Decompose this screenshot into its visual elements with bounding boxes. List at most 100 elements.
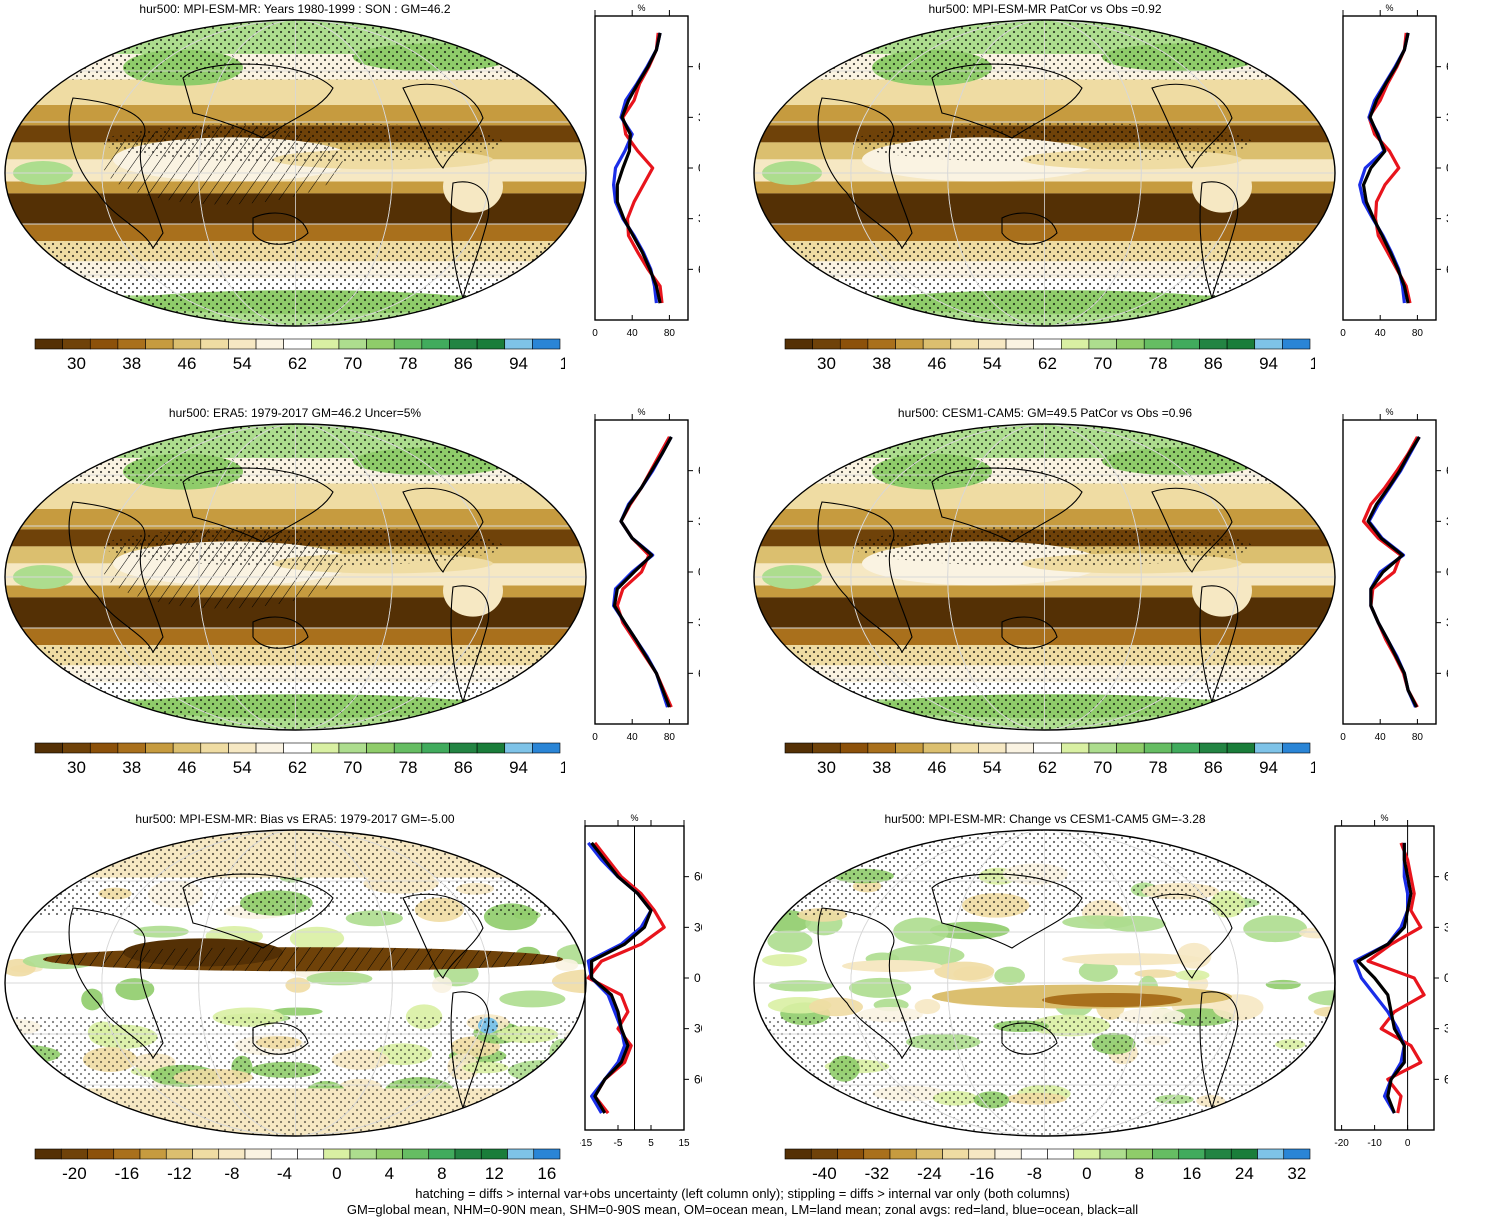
colorbar-swatch <box>34 338 63 350</box>
colorbar-swatch <box>867 338 896 350</box>
colorbar-swatch <box>1152 1148 1180 1160</box>
colorbar-tick-label: -16 <box>970 1164 995 1183</box>
colorbar-swatch <box>311 338 340 350</box>
colorbar-swatch <box>504 338 533 350</box>
colorbar-swatch <box>784 742 813 754</box>
map-title: hur500: MPI-ESM-MR: Bias vs ERA5: 1979-2… <box>135 812 455 826</box>
colorbar-swatch <box>1099 1148 1127 1160</box>
coastline <box>1151 83 1233 169</box>
coastline <box>1199 181 1239 300</box>
zonal-x-tick-label: 80 <box>1412 328 1424 339</box>
colorbar-swatch <box>839 742 869 754</box>
colorbar-swatch <box>889 1148 917 1160</box>
colorbar-tick-label: 8 <box>437 1164 446 1183</box>
colorbar-swatch <box>62 742 91 754</box>
zonal-lat-label: 0 <box>698 565 700 579</box>
colorbar-swatch <box>1061 742 1090 754</box>
colorbar-swatch <box>968 1148 996 1160</box>
coastline <box>1001 1022 1058 1055</box>
colorbar: 303846546270788694102110 <box>784 338 1315 373</box>
colorbar-swatch <box>867 742 896 754</box>
colorbar-swatch <box>62 338 91 350</box>
colorbar-tick-label: 46 <box>178 758 197 777</box>
zonal-lat-label: 30N <box>694 920 702 934</box>
coastline <box>450 181 490 300</box>
colorbar-swatch <box>1047 1148 1075 1160</box>
colorbar-tick-label: 78 <box>1149 758 1168 777</box>
colorbar-swatch <box>244 1148 272 1160</box>
zonal-x-tick-label: 0 <box>1405 1138 1411 1149</box>
colorbar-swatch <box>200 742 229 754</box>
coastline <box>402 83 484 169</box>
coastline <box>1199 585 1239 704</box>
colorbar: -40-32-24-16-80816243240 <box>784 1148 1311 1183</box>
colorbar-swatch <box>1116 338 1145 350</box>
colorbar-swatch <box>950 742 979 754</box>
zonal-unit-label: % <box>637 3 645 13</box>
zonal-x-tick-label: 80 <box>1412 732 1424 743</box>
zonal-mean-plot: % 60N 30N 0 30S 60S 0 40 80 <box>1340 3 1448 339</box>
colorbar-tick-label: 38 <box>122 758 141 777</box>
colorbar-tick-label: 94 <box>509 758 528 777</box>
colorbar-swatch <box>145 742 174 754</box>
colorbar-swatch <box>255 338 284 350</box>
zonal-lat-label: 0 <box>694 971 701 985</box>
colorbar-swatch <box>366 338 395 350</box>
zonal-lat-label: 60N <box>1444 870 1448 884</box>
zonal-series-line <box>615 32 662 304</box>
colorbar-swatch <box>1282 338 1311 350</box>
change-map <box>753 829 1336 1137</box>
colorbar-swatch <box>1199 742 1228 754</box>
colorbar-tick-label: 8 <box>1135 1164 1144 1183</box>
colorbar-swatch <box>338 742 367 754</box>
colorbar-swatch <box>34 742 63 754</box>
colorbar-swatch <box>89 742 119 754</box>
zonal-lat-label: 60N <box>694 870 702 884</box>
colorbar-swatch <box>784 1148 812 1160</box>
zonal-series-line <box>586 841 653 1114</box>
colorbar-swatch <box>1088 338 1117 350</box>
bias-map <box>4 829 587 1137</box>
humidity-map <box>4 19 587 327</box>
colorbar-swatch <box>942 1148 970 1160</box>
zonal-lat-label: 0 <box>698 161 700 175</box>
colorbar-swatch <box>978 742 1007 754</box>
colorbar-tick-label: 78 <box>399 758 418 777</box>
colorbar-tick-label: 62 <box>1038 758 1057 777</box>
colorbar-swatch <box>428 1148 456 1160</box>
colorbar-tick-label: -20 <box>62 1164 87 1183</box>
map-title: hur500: CESM1-CAM5: GM=49.5 PatCor vs Ob… <box>897 406 1193 420</box>
coastline <box>68 501 164 654</box>
coastline <box>1151 893 1233 979</box>
colorbar-swatch <box>1178 1148 1206 1160</box>
colorbar-swatch <box>89 338 119 350</box>
coastline <box>68 907 164 1060</box>
zonal-mean-plot: % 60N 30N 0 30S 60S 0 40 80 <box>592 407 700 743</box>
coastline <box>402 893 484 979</box>
colorbar-swatch <box>837 1148 865 1160</box>
footer-hatching-note: hatching = diffs > internal var+obs unce… <box>415 1186 1070 1201</box>
colorbar-swatch <box>228 338 257 350</box>
zonal-lat-label: 30S <box>698 616 700 630</box>
colorbar-swatch <box>863 1148 891 1160</box>
colorbar-tick-label: 0 <box>1082 1164 1091 1183</box>
coastline <box>817 501 913 654</box>
colorbar-swatch <box>1230 1148 1258 1160</box>
zonal-mean-plot: % 60N 30N 0 30S 60S 0 40 80 <box>592 3 700 339</box>
colorbar: 303846546270788694102110 <box>34 338 565 373</box>
colorbar-tick-label: 0 <box>332 1164 341 1183</box>
zonal-lat-label: 30N <box>1446 110 1448 124</box>
colorbar-swatch <box>218 1148 246 1160</box>
map-title: hur500: MPI-ESM-MR: Years 1980-1999 : SO… <box>139 2 451 16</box>
colorbar-swatch <box>139 1148 167 1160</box>
colorbar-swatch <box>117 742 146 754</box>
zonal-series-line <box>1358 32 1410 304</box>
colorbar-swatch <box>338 338 367 350</box>
zonal-x-tick-label: 0 <box>1340 328 1346 339</box>
colorbar-swatch <box>1005 742 1034 754</box>
colorbar-tick-label: 86 <box>1204 758 1223 777</box>
colorbar-tick-label: 54 <box>983 758 1002 777</box>
zonal-mean-plot: % 60N 30N 0 30S 60S -20 -10 0 <box>1334 813 1448 1149</box>
colorbar-swatch <box>812 742 841 754</box>
colorbar-swatch <box>375 1148 403 1160</box>
